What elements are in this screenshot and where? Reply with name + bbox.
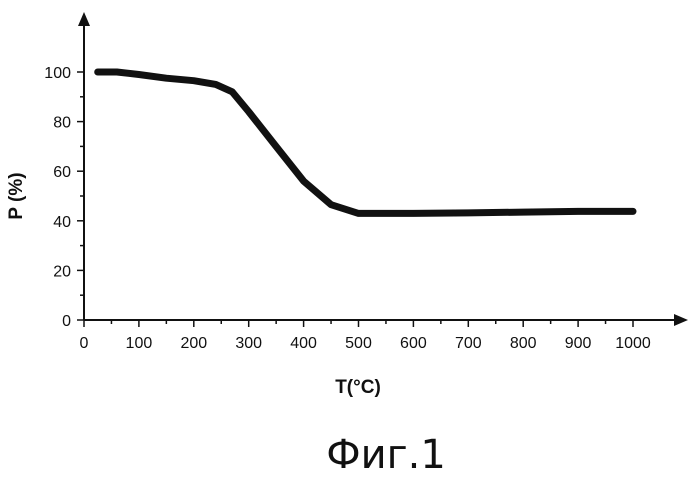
x-axis-title: T(°C) bbox=[335, 377, 381, 398]
y-axis-title: P (%) bbox=[6, 172, 27, 219]
x-tick-label: 400 bbox=[290, 335, 317, 352]
y-axis-arrow bbox=[78, 12, 90, 26]
x-tick-label: 1000 bbox=[615, 335, 651, 352]
y-tick-label: 80 bbox=[53, 115, 71, 132]
x-tick-label: 0 bbox=[80, 335, 89, 352]
figure-caption: Фиг.1 bbox=[326, 432, 446, 478]
x-tick-label: 300 bbox=[235, 335, 262, 352]
x-axis-arrow bbox=[674, 314, 688, 326]
x-tick-label: 900 bbox=[565, 335, 592, 352]
x-tick-label: 800 bbox=[510, 335, 537, 352]
axes bbox=[78, 12, 688, 326]
data-series-line bbox=[98, 72, 633, 213]
ticks bbox=[77, 72, 633, 327]
x-tick-label: 200 bbox=[180, 335, 207, 352]
x-tick-label: 600 bbox=[400, 335, 427, 352]
x-tick-label: 500 bbox=[345, 335, 372, 352]
y-tick-label: 0 bbox=[62, 313, 71, 330]
x-tick-label: 700 bbox=[455, 335, 482, 352]
y-tick-label: 20 bbox=[53, 263, 71, 280]
x-tick-label: 100 bbox=[126, 335, 153, 352]
y-tick-label: 40 bbox=[53, 214, 71, 231]
y-tick-label: 60 bbox=[53, 164, 71, 181]
y-tick-label: 100 bbox=[44, 65, 71, 82]
series bbox=[98, 72, 633, 213]
